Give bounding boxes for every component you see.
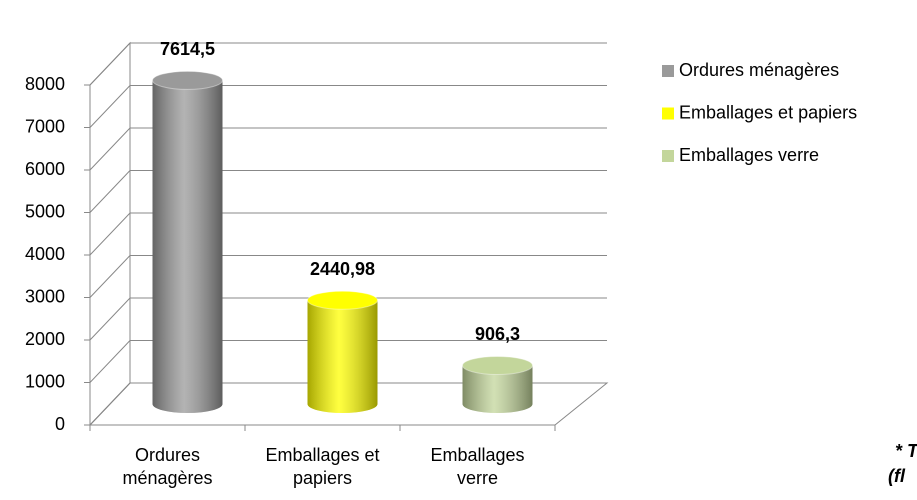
grid-line <box>89 170 607 213</box>
bar-shade <box>462 365 533 413</box>
grid-line <box>89 42 607 86</box>
legend-swatch <box>662 107 674 120</box>
bar-shade <box>307 300 378 413</box>
y-tick-label: 5000 <box>25 201 65 221</box>
legend-swatch <box>662 65 674 77</box>
bar <box>307 290 378 413</box>
y-tick-label: 8000 <box>25 74 65 94</box>
bar-top <box>152 70 223 90</box>
bar-shade <box>152 80 223 413</box>
grid-line <box>89 255 607 298</box>
data-label: 7614,5 <box>160 39 215 59</box>
x-tick-label: Emballages verre <box>430 445 525 488</box>
grid-line <box>89 340 607 383</box>
annotation: (fl <box>888 466 905 486</box>
data-label: 906,3 <box>475 324 520 344</box>
grid-line <box>89 297 607 341</box>
x-tick-label: Ordures ménagères <box>122 445 213 488</box>
legend-label: Emballages et papiers <box>679 102 857 122</box>
x-tick-label: Emballages et papiers <box>265 445 380 488</box>
y-tick-label: 1000 <box>25 371 65 391</box>
y-tick-label: 2000 <box>25 329 65 349</box>
grid-line <box>89 127 607 171</box>
legend-swatch <box>662 150 674 162</box>
annotation: * T <box>895 441 917 461</box>
y-tick-label: 3000 <box>25 286 65 306</box>
data-label: 2440,98 <box>310 259 375 279</box>
grid-line <box>89 382 607 426</box>
bar-top <box>462 355 533 375</box>
bar <box>152 70 223 413</box>
bar <box>462 355 533 413</box>
legend-label: Ordures ménagères <box>679 60 839 80</box>
bar-top <box>307 290 378 310</box>
grid-line <box>89 85 607 128</box>
y-tick-label: 0 <box>55 414 65 434</box>
y-tick-label: 6000 <box>25 159 65 179</box>
legend-label: Emballages verre <box>679 145 819 165</box>
y-tick-label: 7000 <box>25 116 65 136</box>
grid-line <box>89 212 607 256</box>
y-tick-label: 4000 <box>25 244 65 264</box>
